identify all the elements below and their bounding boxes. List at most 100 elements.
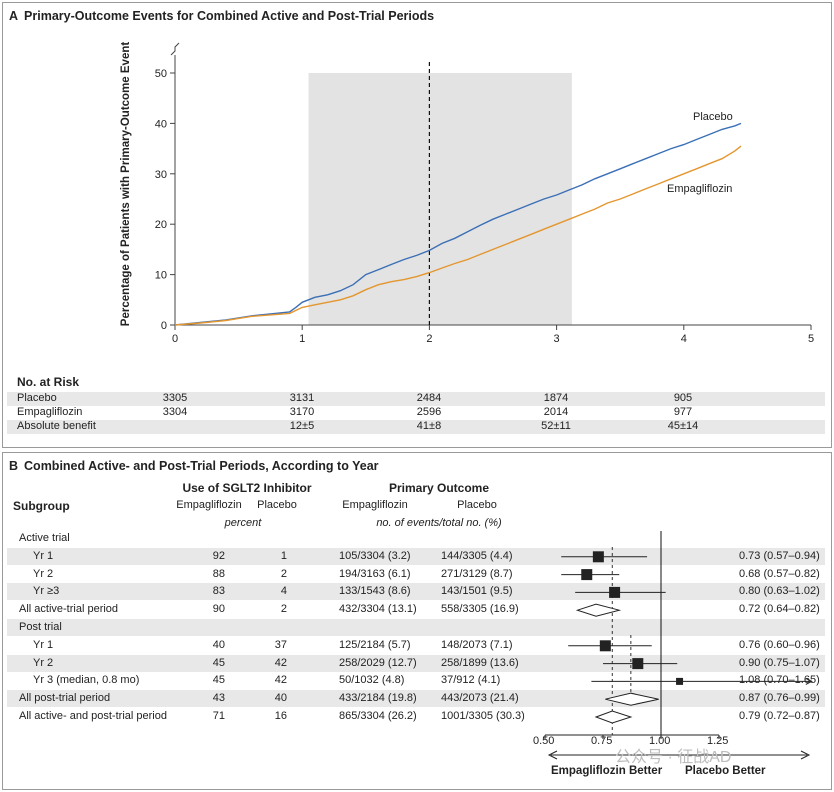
risk-cell: 3304 — [162, 406, 188, 418]
risk-cell: 977 — [673, 406, 693, 418]
outcome-placebo-header: Placebo — [457, 499, 497, 511]
y-tick-label: 20 — [155, 219, 167, 231]
placebo-sglt2-pct: 2 — [280, 603, 287, 616]
empa-sglt2-pct: 88 — [212, 567, 225, 580]
hazard-ratio-marker — [609, 586, 621, 598]
empa-events: 133/1543 (8.6) — [339, 585, 411, 598]
y-axis-break — [170, 42, 180, 56]
empa-sglt2-pct: 83 — [212, 585, 225, 598]
series-line-empagliflozin — [174, 145, 742, 326]
empa-events: 125/2184 (5.7) — [339, 638, 411, 651]
placebo-events: 558/3305 (16.9) — [441, 603, 519, 616]
subgroup-label: Yr 2 — [33, 567, 54, 580]
placebo-events: 258/1899 (13.6) — [441, 656, 519, 669]
subgroup-label: All post-trial period — [19, 692, 111, 705]
placebo-sglt2-pct: 4 — [280, 585, 287, 598]
panel-b-letter: B — [9, 459, 19, 473]
risk-cell: 1874 — [543, 392, 569, 404]
hazard-ratio-ci: 0.73 (0.57–0.94) — [739, 549, 820, 562]
forest-plot — [544, 531, 813, 760]
panel-a-letter: A — [9, 9, 19, 23]
forest-row: Active trial — [7, 530, 825, 547]
subgroup-label: All active- and post-trial period — [19, 710, 167, 722]
risk-cell: 2014 — [543, 406, 569, 418]
risk-row-label: Empagliflozin — [17, 406, 83, 418]
events-header: no. of events/total no. (%) — [376, 517, 502, 529]
placebo-sglt2-pct: 37 — [274, 638, 287, 651]
direction-arrow-left — [547, 750, 558, 760]
hazard-ratio-ci: 0.72 (0.64–0.82) — [739, 603, 820, 616]
hazard-ratio-marker — [632, 658, 644, 670]
empa-events: 194/3163 (6.1) — [339, 567, 411, 580]
placebo-events: 271/3129 (8.7) — [441, 567, 513, 580]
outcome-empa-header: Empagliflozin — [342, 499, 408, 511]
panel-a-title: A Primary-Outcome Events for Combined Act… — [9, 9, 434, 23]
subgroup-label: All active-trial period — [19, 603, 119, 616]
empa-events: 865/3304 (26.2) — [339, 710, 417, 722]
forest-row: All active-trial period 90 2 432/3304 (13.1… — [7, 601, 825, 618]
hazard-ratio-marker — [581, 569, 593, 581]
forest-tick-label: 0.50 — [533, 735, 555, 747]
empa-sglt2-pct: 40 — [212, 638, 225, 651]
empa-events: 50/1032 (4.8) — [339, 674, 405, 687]
panel-a: A Primary-Outcome Events for Combined Act… — [2, 2, 832, 448]
placebo-sglt2-pct: 42 — [274, 656, 287, 669]
forest-row: Yr 2 45 42 258/2029 (12.7) 258/1899 (13.6) 0.… — [7, 654, 825, 672]
risk-cell: 3305 — [162, 392, 188, 404]
hazard-ratio-ci: 0.79 (0.72–0.87) — [739, 710, 820, 722]
summary-diamond — [575, 603, 622, 617]
placebo-sglt2-pct: 40 — [274, 692, 287, 705]
forest-tick-label: 1.25 — [707, 735, 729, 747]
y-tick-label: 50 — [155, 68, 167, 80]
sglt2-empa-header: Empagliflozin — [176, 499, 242, 511]
percent-header: percent — [224, 517, 262, 529]
subgroup-label: Yr 1 — [33, 549, 54, 562]
summary-diamond — [594, 710, 633, 724]
y-tick-label: 30 — [155, 169, 167, 181]
shaded-period — [308, 73, 572, 325]
risk-row: Empagliflozin 3304 3170 2596 2014 977 — [7, 406, 825, 420]
empa-events: 432/3304 (13.1) — [339, 603, 417, 616]
placebo-events: 143/1501 (9.5) — [441, 585, 513, 598]
empa-sglt2-pct: 92 — [212, 549, 225, 562]
placebo-events: 1001/3305 (30.3) — [441, 710, 525, 722]
ci-arrow — [805, 677, 813, 685]
forest-tick-label: 1.00 — [649, 735, 671, 747]
forest-row: All active- and post-trial period 71 16 865… — [7, 708, 825, 725]
empa-sglt2-pct: 71 — [212, 710, 225, 722]
panel-b-title: B Combined Active- and Post-Trial Periods… — [9, 459, 379, 473]
empa-sglt2-pct: 43 — [212, 692, 225, 705]
placebo-events: 443/2073 (21.4) — [441, 692, 519, 705]
summary-diamond — [605, 692, 659, 706]
subgroup-label: Yr 2 — [33, 656, 54, 669]
forest-row: Yr 1 92 1 105/3304 (3.2) 144/3305 (4.4) 0.73 … — [7, 547, 825, 565]
x-tick-label: 4 — [681, 333, 687, 345]
subgroup-header: Subgroup — [13, 499, 70, 513]
y-axis-label: Percentage of Patients with Primary-Outc… — [120, 42, 132, 327]
direction-arrow-right — [800, 750, 811, 760]
placebo-events: 148/2073 (7.1) — [441, 638, 513, 651]
risk-cell: 41±8 — [416, 420, 442, 432]
empa-sglt2-pct: 90 — [212, 603, 225, 616]
empa-events: 433/2184 (19.8) — [339, 692, 417, 705]
empa-events: 258/2029 (12.7) — [339, 656, 417, 669]
y-tick-label: 10 — [155, 270, 167, 282]
risk-row-label: Placebo — [17, 392, 57, 404]
subgroup-label: Yr 1 — [33, 638, 54, 651]
series-line-placebo — [174, 122, 742, 326]
subgroup-label: Yr 3 (median, 0.8 mo) — [33, 674, 140, 687]
sglt2-placebo-header: Placebo — [257, 499, 297, 511]
empa-events: 105/3304 (3.2) — [339, 549, 411, 562]
left-better-label: Empagliflozin Better — [551, 765, 663, 777]
right-better-label: Placebo Better — [685, 765, 766, 777]
hazard-ratio-ci: 0.87 (0.76–0.99) — [739, 692, 820, 705]
risk-row-label: Absolute benefit — [17, 420, 96, 432]
subgroup-label: Active trial — [19, 532, 70, 544]
placebo-sglt2-pct: 42 — [274, 674, 287, 687]
forest-row: Yr 1 40 37 125/2184 (5.7) 148/2073 (7.1) 0.76… — [7, 637, 825, 654]
x-tick-label: 2 — [426, 333, 432, 345]
subgroup-label: Post trial — [19, 621, 62, 633]
hazard-ratio-marker — [592, 551, 604, 563]
placebo-events: 37/912 (4.1) — [441, 674, 501, 687]
hazard-ratio-marker — [599, 640, 611, 652]
